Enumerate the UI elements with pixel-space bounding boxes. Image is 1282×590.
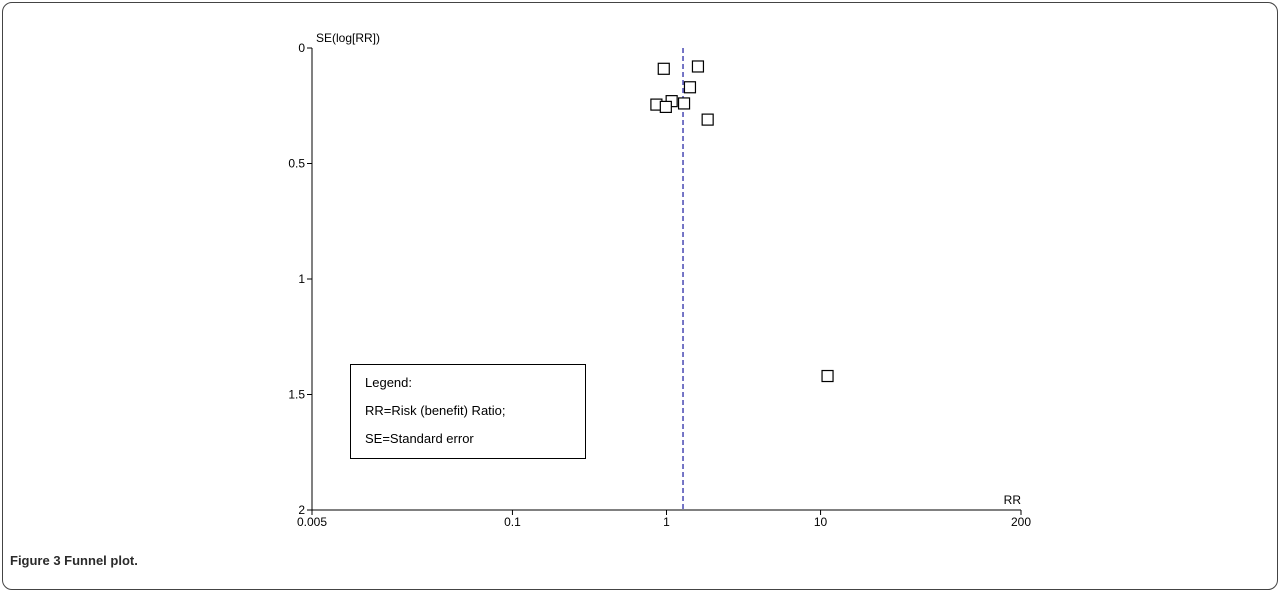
y-tick-label: 0	[298, 41, 305, 55]
data-point-marker	[701, 113, 714, 126]
y-axis-label: SE(log[RR])	[316, 31, 380, 45]
data-point-marker	[821, 369, 834, 383]
y-tick-label: 1	[298, 272, 305, 286]
x-tick-label: 0.1	[504, 515, 521, 529]
data-point-marker	[659, 100, 672, 114]
data-points-layer	[650, 60, 834, 383]
y-tick-label: 0.5	[288, 157, 305, 171]
y-tick-label: 2	[298, 503, 305, 517]
x-axis-label: RR	[1004, 493, 1022, 507]
legend-title: Legend:	[365, 375, 412, 390]
data-point-marker	[657, 62, 670, 75]
x-tick-label: 10	[814, 515, 828, 529]
ticks-layer: 0 0.5 1 1.5 20.005 0.1 1 10 200	[288, 41, 1031, 529]
figure-caption: Figure 3 Funnel plot.	[10, 553, 138, 568]
x-tick-label: 1	[663, 515, 670, 529]
x-tick-label: 200	[1011, 515, 1031, 529]
data-point-marker	[683, 81, 697, 94]
x-tick-label: 0.005	[297, 515, 327, 529]
y-tick-label: 1.5	[288, 388, 305, 402]
chart-legend: Legend: RR=Risk (benefit) Ratio; SE=Stan…	[350, 364, 586, 459]
data-point-marker	[691, 60, 705, 73]
data-point-marker	[677, 97, 691, 110]
legend-se-definition: SE=Standard error	[365, 431, 474, 446]
legend-rr-definition: RR=Risk (benefit) Ratio;	[365, 403, 506, 418]
